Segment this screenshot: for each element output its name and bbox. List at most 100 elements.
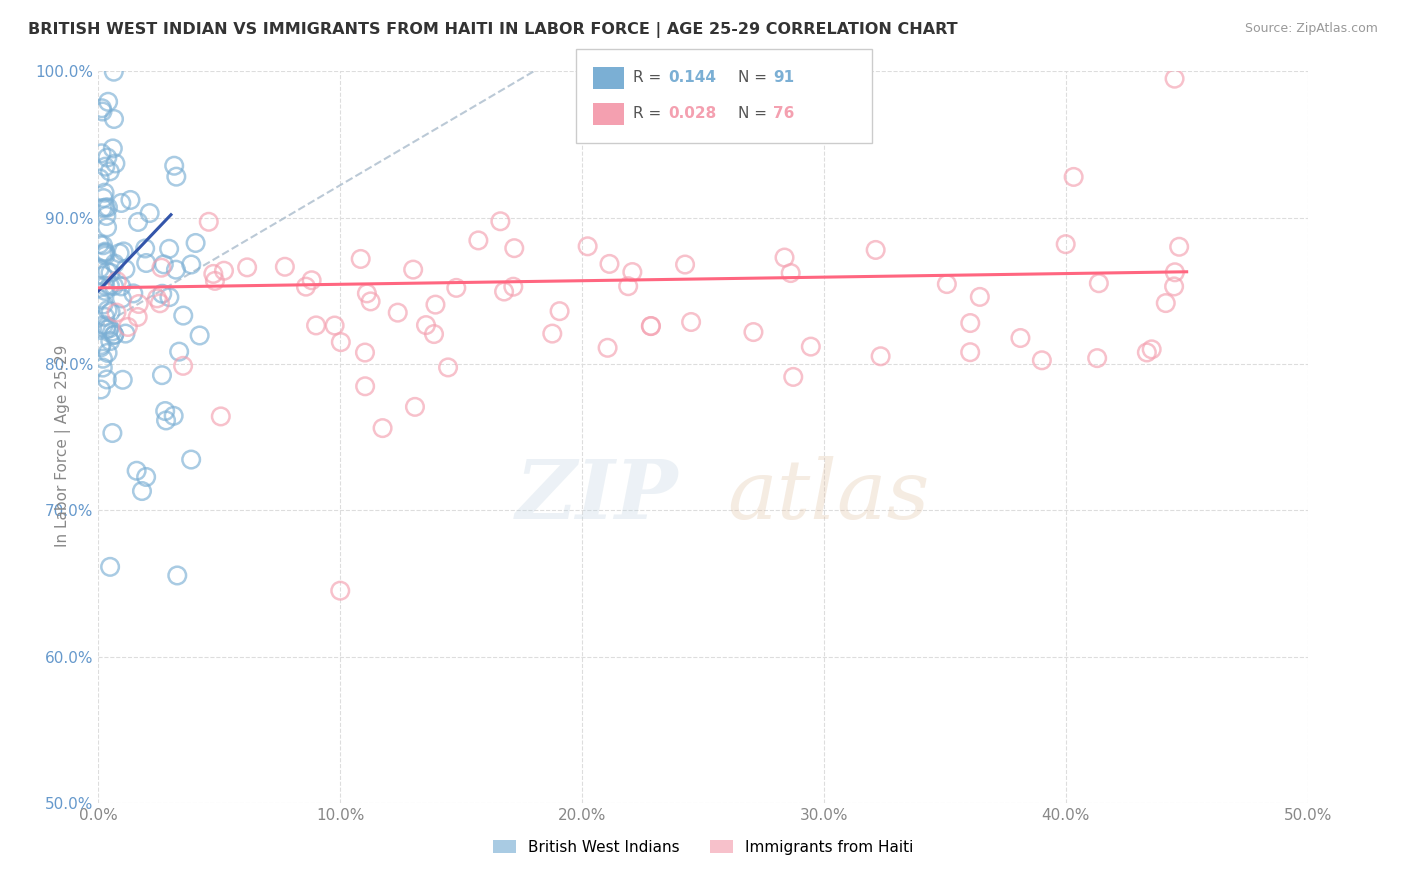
Point [96, 209, 118, 223]
Point [172, 309, 194, 323]
Text: N =: N = [738, 106, 772, 120]
Point [97, 95, 120, 109]
Point [93, 186, 115, 200]
Point [101, 325, 124, 339]
Point [489, 214, 512, 228]
Point [103, 279, 125, 293]
Point [959, 316, 981, 330]
Point [96, 319, 118, 334]
Point [103, 327, 125, 342]
Text: In Labor Force | Age 25-29: In Labor Force | Age 25-29 [55, 345, 72, 547]
Point [93, 318, 115, 332]
Point [172, 359, 194, 373]
Point [114, 326, 136, 341]
Point [146, 291, 169, 305]
Point [125, 464, 148, 478]
Point [163, 159, 186, 173]
Point [90, 146, 112, 161]
Point [96, 372, 118, 386]
Point [305, 318, 328, 333]
Point [197, 215, 219, 229]
Point [93, 246, 115, 260]
Point [96, 322, 118, 336]
Point [93, 297, 115, 311]
Point [165, 169, 187, 184]
Point [94, 244, 117, 259]
Point [101, 425, 124, 440]
Point [157, 290, 180, 304]
Point [91, 360, 114, 375]
Point [869, 349, 891, 363]
Point [94, 249, 117, 263]
Point [105, 274, 128, 288]
Text: 0.028: 0.028 [668, 106, 716, 120]
Point [800, 340, 823, 354]
Point [111, 373, 134, 387]
Point [959, 345, 981, 359]
Point [94, 245, 117, 260]
Point [1140, 343, 1163, 357]
Point [402, 262, 425, 277]
Point [541, 326, 564, 341]
Text: 76: 76 [773, 106, 794, 120]
Point [153, 404, 176, 418]
Point [295, 279, 318, 293]
Point [1164, 265, 1187, 279]
Point [204, 274, 226, 288]
Point [503, 241, 526, 255]
Point [94, 284, 117, 298]
Point [350, 252, 373, 266]
Text: R =: R = [633, 70, 666, 85]
Point [114, 262, 136, 277]
Point [150, 260, 173, 275]
Point [167, 344, 190, 359]
Point [96, 151, 118, 165]
Point [98, 334, 121, 348]
Point [165, 262, 187, 277]
Text: atlas: atlas [727, 456, 929, 535]
Point [1163, 279, 1185, 293]
Point [155, 413, 177, 427]
Point [354, 345, 377, 359]
Point [89, 171, 111, 186]
Point [150, 286, 173, 301]
Point [598, 257, 620, 271]
Point [640, 319, 662, 334]
Point [1154, 296, 1177, 310]
Point [96, 265, 118, 279]
Point [89, 261, 111, 276]
Point [97, 201, 120, 215]
Point [779, 266, 801, 280]
Point [548, 304, 571, 318]
Point [494, 285, 516, 299]
Point [323, 318, 346, 333]
Point [1163, 71, 1185, 86]
Point [274, 260, 297, 274]
Point [502, 279, 524, 293]
Point [98, 278, 121, 293]
Point [209, 409, 232, 424]
Point [127, 215, 149, 229]
Point [1010, 331, 1032, 345]
Point [91, 201, 114, 215]
Point [212, 264, 235, 278]
Point [354, 379, 377, 393]
Point [134, 242, 156, 256]
Point [100, 305, 122, 319]
Point [103, 327, 125, 342]
Point [138, 206, 160, 220]
Point [103, 112, 125, 126]
Point [1063, 169, 1085, 184]
Point [596, 341, 619, 355]
Point [301, 273, 323, 287]
Point [108, 246, 131, 260]
Legend: British West Indians, Immigrants from Haiti: British West Indians, Immigrants from Ha… [486, 834, 920, 861]
Point [437, 360, 460, 375]
Point [90, 101, 112, 115]
Point [404, 400, 426, 414]
Point [101, 141, 124, 155]
Point [150, 368, 173, 383]
Point [236, 260, 259, 275]
Point [360, 294, 382, 309]
Point [91, 238, 114, 252]
